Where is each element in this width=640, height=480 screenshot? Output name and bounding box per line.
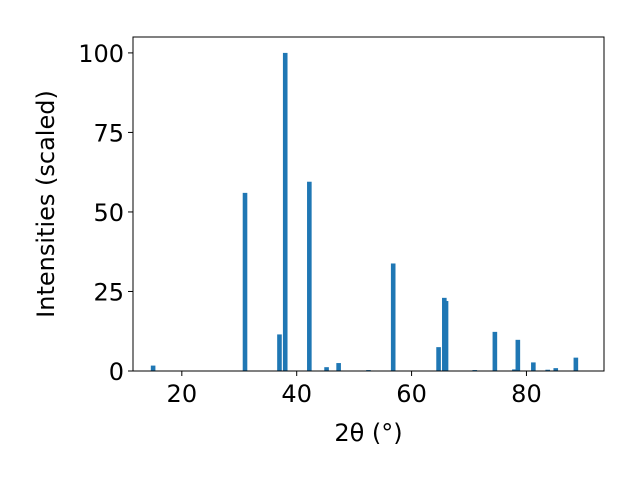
bars-group [150,52,579,372]
y-tick-label: 25 [93,278,124,306]
bar [242,192,248,371]
bar [553,368,559,371]
bar [515,339,521,371]
bar [336,363,341,371]
x-tick-label: 40 [281,380,312,408]
x-tick-label: 80 [511,380,542,408]
y-tick-label: 0 [109,358,124,386]
bar [573,357,579,371]
y-axis-label: Intensities (scaled) [32,90,60,318]
bar [492,331,498,371]
bar [443,301,449,371]
bar [545,369,551,371]
bar [324,367,329,371]
bar [282,52,288,372]
x-tick-label: 20 [167,380,198,408]
x-axis-label: 2θ (°) [334,419,402,447]
bar [277,334,282,371]
bar [531,362,536,371]
bar [390,263,396,371]
y-tick-label: 75 [93,119,124,147]
plot-frame [132,36,605,372]
x-tick-label: 60 [396,380,427,408]
x-axis-ticks: 20 40 60 80 [167,371,542,408]
bar [512,369,517,371]
y-tick-label: 50 [93,199,124,227]
bar [307,181,312,371]
y-tick-label: 100 [78,40,124,68]
bar [150,365,156,371]
bar [436,347,441,371]
y-axis-ticks: 0 25 50 75 100 [78,40,133,386]
